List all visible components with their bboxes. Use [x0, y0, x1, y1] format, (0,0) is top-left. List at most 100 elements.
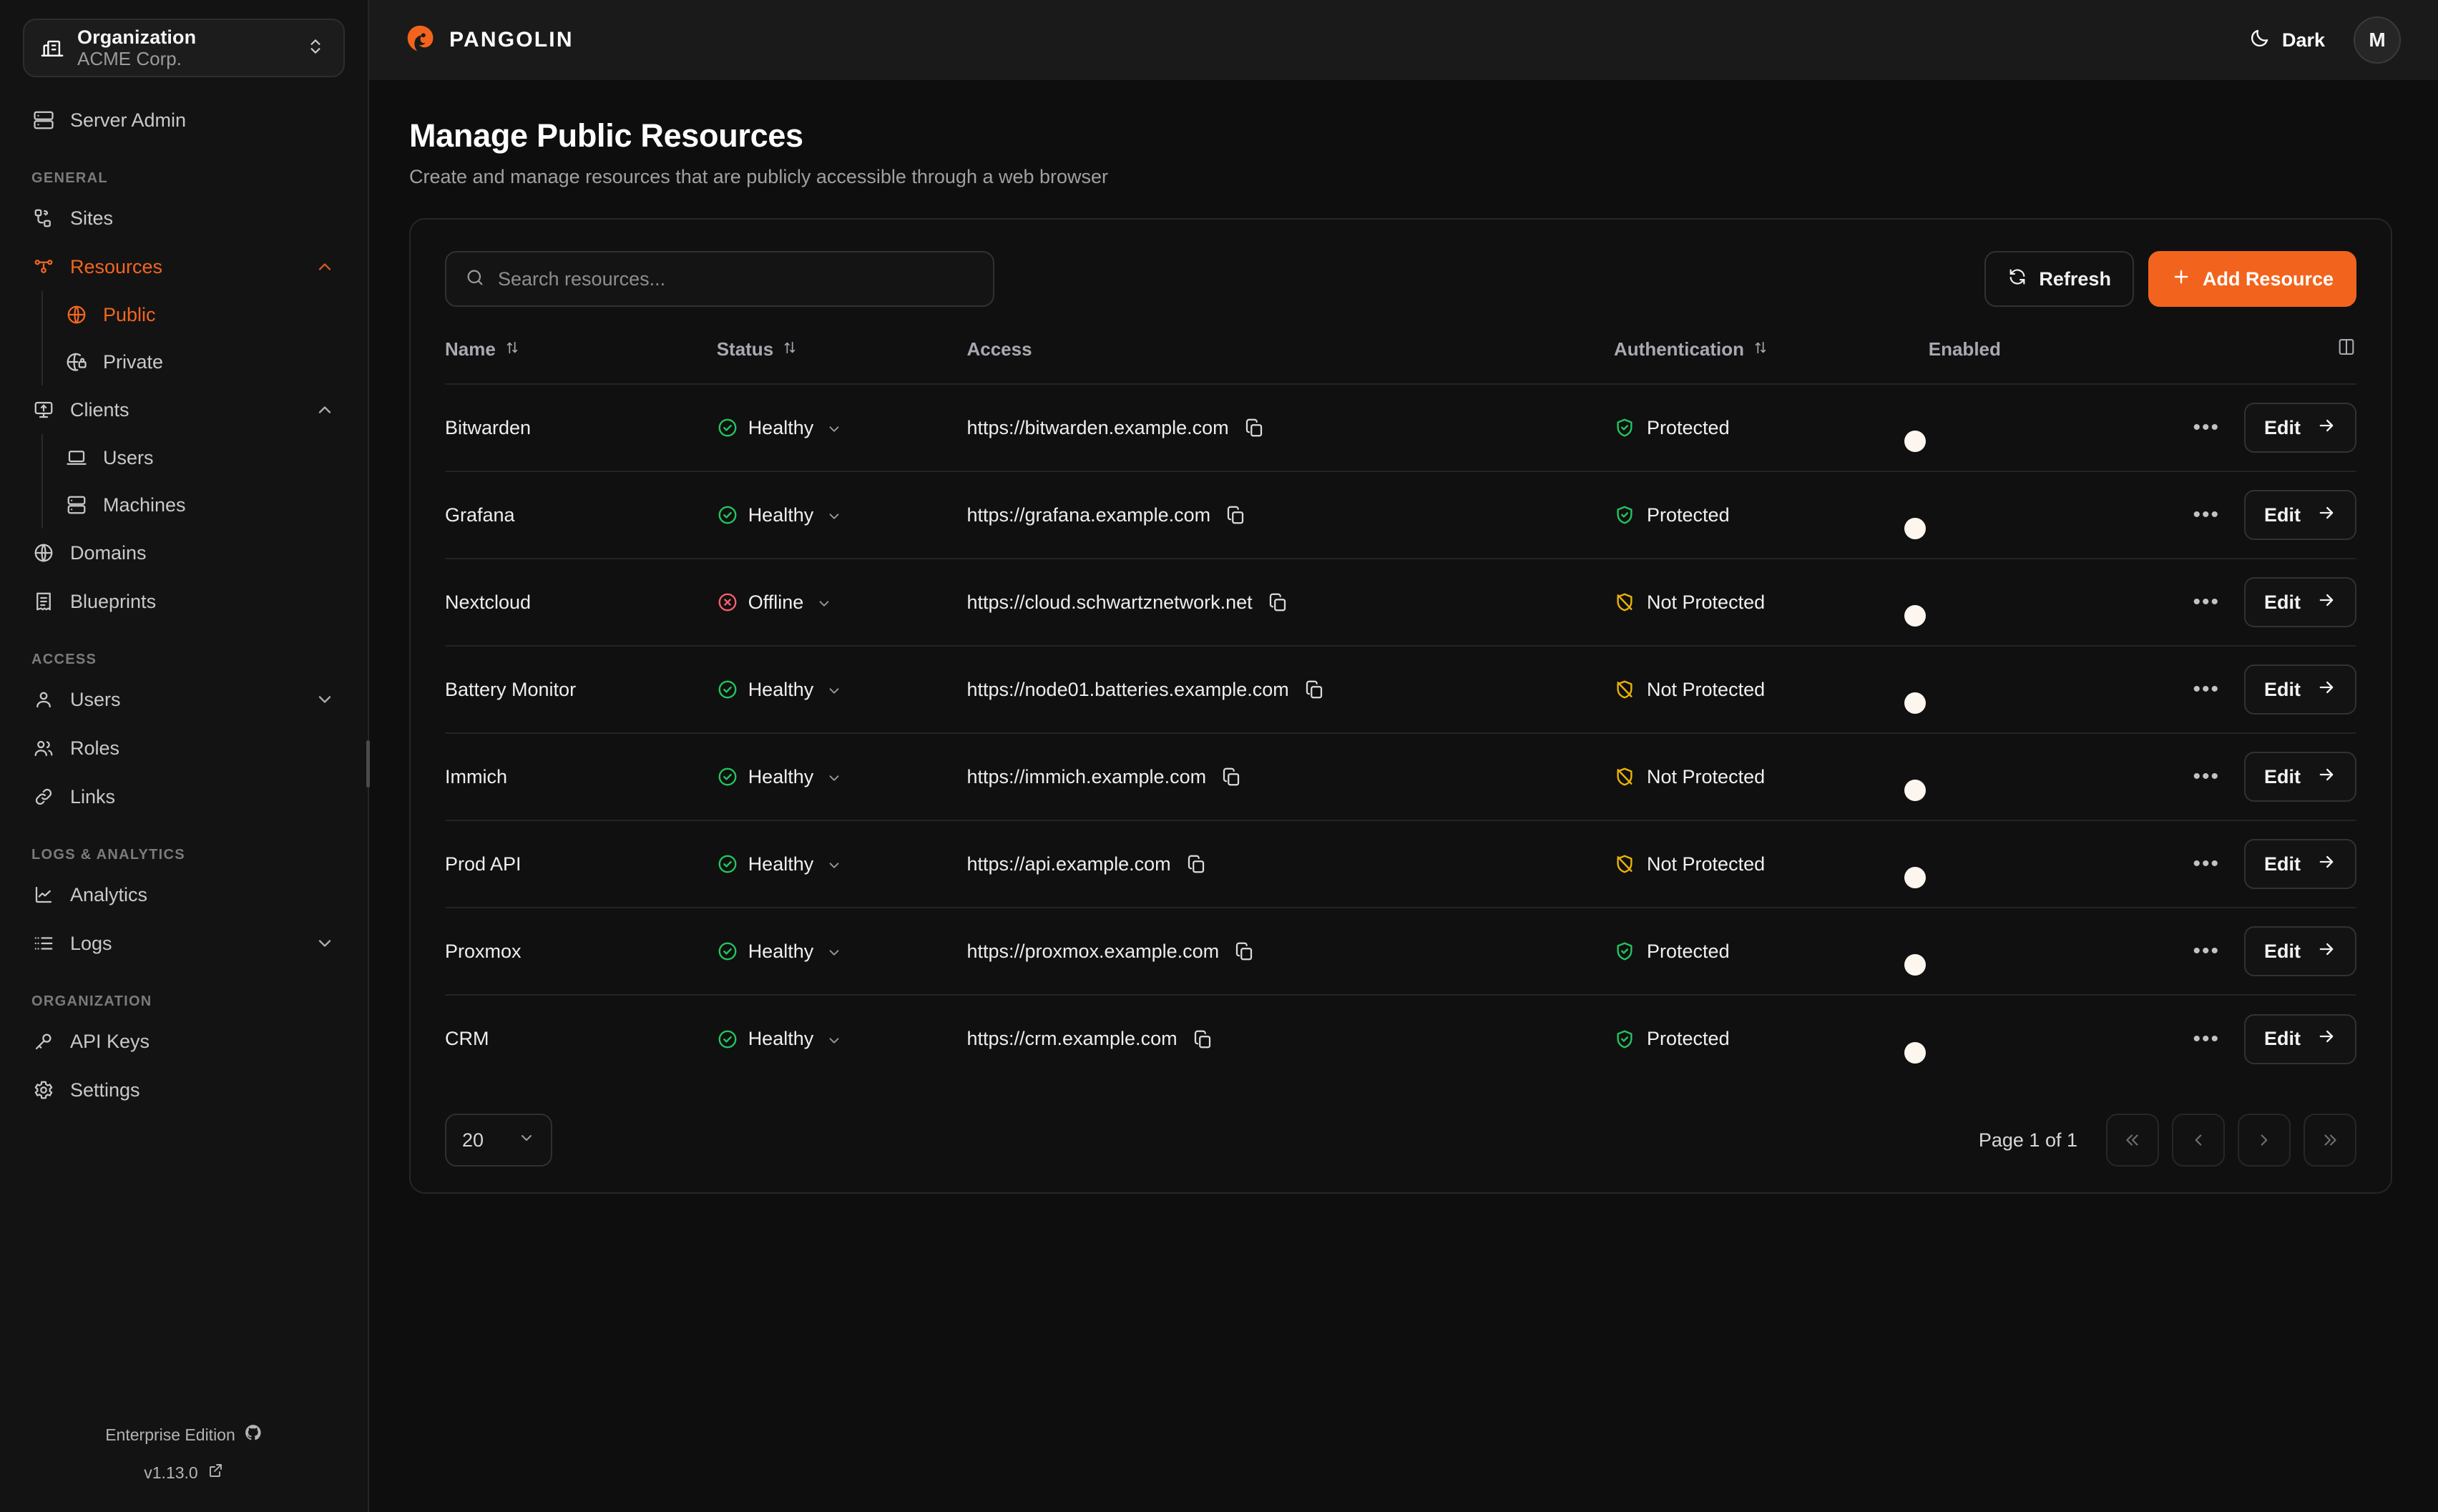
first-page-button[interactable]: [2106, 1114, 2159, 1167]
copy-icon[interactable]: [1220, 766, 1242, 787]
edit-button[interactable]: Edit: [2244, 1013, 2356, 1064]
resource-url[interactable]: https://api.example.com: [966, 853, 1171, 875]
status-badge[interactable]: Healthy: [717, 504, 967, 526]
cell-status[interactable]: Healthy: [716, 994, 967, 1082]
cell-status[interactable]: Offline: [716, 558, 967, 646]
column-header-authentication[interactable]: Authentication: [1614, 337, 1929, 384]
prev-page-button[interactable]: [2172, 1114, 2225, 1167]
search-input[interactable]: [498, 267, 974, 290]
chevron-down-icon[interactable]: [826, 943, 842, 959]
column-header-status[interactable]: Status: [717, 337, 967, 384]
edit-button[interactable]: Edit: [2244, 403, 2356, 453]
refresh-button[interactable]: Refresh: [1984, 251, 2134, 307]
status-badge[interactable]: Healthy: [717, 941, 967, 963]
sidebar-item-resources[interactable]: Resources: [23, 242, 345, 291]
cell-status[interactable]: Healthy: [716, 820, 967, 908]
brand[interactable]: PANGOLIN: [403, 24, 574, 57]
cell-status[interactable]: Healthy: [716, 383, 967, 471]
page-size-select[interactable]: 20: [445, 1114, 552, 1167]
row-menu-button[interactable]: •••: [2193, 765, 2220, 788]
row-menu-button[interactable]: •••: [2193, 939, 2220, 963]
table-row[interactable]: Prod API Healthy https://api.example.com No…: [445, 820, 2356, 908]
cell-status[interactable]: Healthy: [716, 907, 967, 995]
sidebar-item-public[interactable]: Public: [56, 291, 345, 338]
row-menu-button[interactable]: •••: [2193, 416, 2220, 439]
sidebar-item-links[interactable]: Links: [23, 772, 345, 821]
table-row[interactable]: Grafana Healthy https://grafana.example.co…: [445, 471, 2356, 559]
add-resource-button[interactable]: Add Resource: [2148, 251, 2356, 307]
row-menu-button[interactable]: •••: [2193, 503, 2220, 526]
chevron-up-icon[interactable]: [315, 400, 335, 420]
sidebar-resize-handle[interactable]: [366, 740, 370, 787]
sidebar-item-machines[interactable]: Machines: [56, 481, 345, 529]
copy-icon[interactable]: [1267, 591, 1288, 613]
external-link-icon[interactable]: [207, 1462, 224, 1483]
sidebar-item-settings[interactable]: Settings: [23, 1066, 345, 1114]
copy-icon[interactable]: [1185, 853, 1207, 875]
table-row[interactable]: Immich Healthy https://immich.example.com N…: [445, 732, 2356, 820]
theme-toggle[interactable]: Dark: [2249, 27, 2325, 54]
copy-icon[interactable]: [1225, 504, 1246, 526]
sidebar-item-domains[interactable]: Domains: [23, 529, 345, 577]
next-page-button[interactable]: [2238, 1114, 2291, 1167]
status-badge[interactable]: Healthy: [717, 853, 967, 875]
chevron-down-icon[interactable]: [315, 689, 335, 710]
resource-url[interactable]: https://proxmox.example.com: [966, 940, 1220, 962]
sidebar-item-users[interactable]: Users: [23, 675, 345, 724]
cell-status[interactable]: Healthy: [716, 471, 967, 559]
chevron-down-icon[interactable]: [826, 507, 842, 523]
chevron-down-icon[interactable]: [315, 933, 335, 953]
copy-icon[interactable]: [1233, 941, 1255, 962]
sidebar-item-clients[interactable]: Clients: [23, 386, 345, 434]
copy-icon[interactable]: [1243, 417, 1265, 438]
chevron-down-icon[interactable]: [826, 682, 842, 697]
edit-button[interactable]: Edit: [2244, 664, 2356, 715]
resource-url[interactable]: https://grafana.example.com: [966, 504, 1211, 526]
version-line[interactable]: v1.13.0: [23, 1462, 345, 1483]
status-badge[interactable]: Healthy: [717, 679, 967, 701]
resource-url[interactable]: https://crm.example.com: [966, 1028, 1178, 1049]
sidebar-item-server-admin[interactable]: Server Admin: [23, 96, 345, 144]
sidebar-item-roles[interactable]: Roles: [23, 724, 345, 772]
copy-icon[interactable]: [1192, 1029, 1213, 1050]
chevron-up-icon[interactable]: [315, 257, 335, 277]
sidebar-item-private[interactable]: Private: [56, 338, 345, 386]
sidebar-item-analytics[interactable]: Analytics: [23, 870, 345, 919]
resource-url[interactable]: https://cloud.schwartznetwork.net: [966, 591, 1253, 613]
github-icon[interactable]: [244, 1423, 263, 1446]
cell-status[interactable]: Healthy: [716, 732, 967, 820]
table-row[interactable]: Proxmox Healthy https://proxmox.example.co…: [445, 907, 2356, 995]
resource-url[interactable]: https://node01.batteries.example.com: [966, 678, 1289, 700]
row-menu-button[interactable]: •••: [2193, 852, 2220, 875]
column-view-toggle-icon[interactable]: [2336, 337, 2356, 362]
status-badge[interactable]: Offline: [717, 591, 967, 614]
table-row[interactable]: Battery Monitor Healthy https://node01.bat…: [445, 645, 2356, 733]
edition-line[interactable]: Enterprise Edition: [23, 1423, 345, 1446]
resource-url[interactable]: https://bitwarden.example.com: [966, 416, 1229, 438]
sidebar-item-client-users[interactable]: Users: [56, 434, 345, 481]
edit-button[interactable]: Edit: [2244, 577, 2356, 627]
avatar[interactable]: M: [2354, 16, 2401, 64]
row-menu-button[interactable]: •••: [2193, 677, 2220, 701]
status-badge[interactable]: Healthy: [717, 766, 967, 788]
chevron-down-icon[interactable]: [826, 856, 842, 872]
sidebar-item-api-keys[interactable]: API Keys: [23, 1017, 345, 1066]
edit-button[interactable]: Edit: [2244, 490, 2356, 540]
resource-url[interactable]: https://immich.example.com: [966, 765, 1207, 787]
row-menu-button[interactable]: •••: [2193, 1026, 2220, 1051]
table-row[interactable]: Bitwarden Healthy https://bitwarden.exampl…: [445, 383, 2356, 471]
cell-status[interactable]: Healthy: [716, 645, 967, 733]
edit-button[interactable]: Edit: [2244, 926, 2356, 976]
table-row[interactable]: Nextcloud Offline https://cloud.schwartzne…: [445, 558, 2356, 646]
copy-icon[interactable]: [1303, 679, 1325, 700]
org-switcher[interactable]: Organization ACME Corp.: [23, 19, 345, 77]
row-menu-button[interactable]: •••: [2193, 590, 2220, 614]
status-badge[interactable]: Healthy: [717, 417, 967, 439]
status-badge[interactable]: Healthy: [717, 1028, 967, 1050]
table-row[interactable]: CRM Healthy https://crm.example.com Protect…: [445, 994, 2356, 1082]
edit-button[interactable]: Edit: [2244, 839, 2356, 889]
edit-button[interactable]: Edit: [2244, 752, 2356, 802]
sidebar-item-blueprints[interactable]: Blueprints: [23, 577, 345, 626]
last-page-button[interactable]: [2304, 1114, 2356, 1167]
sidebar-item-logs[interactable]: Logs: [23, 919, 345, 968]
